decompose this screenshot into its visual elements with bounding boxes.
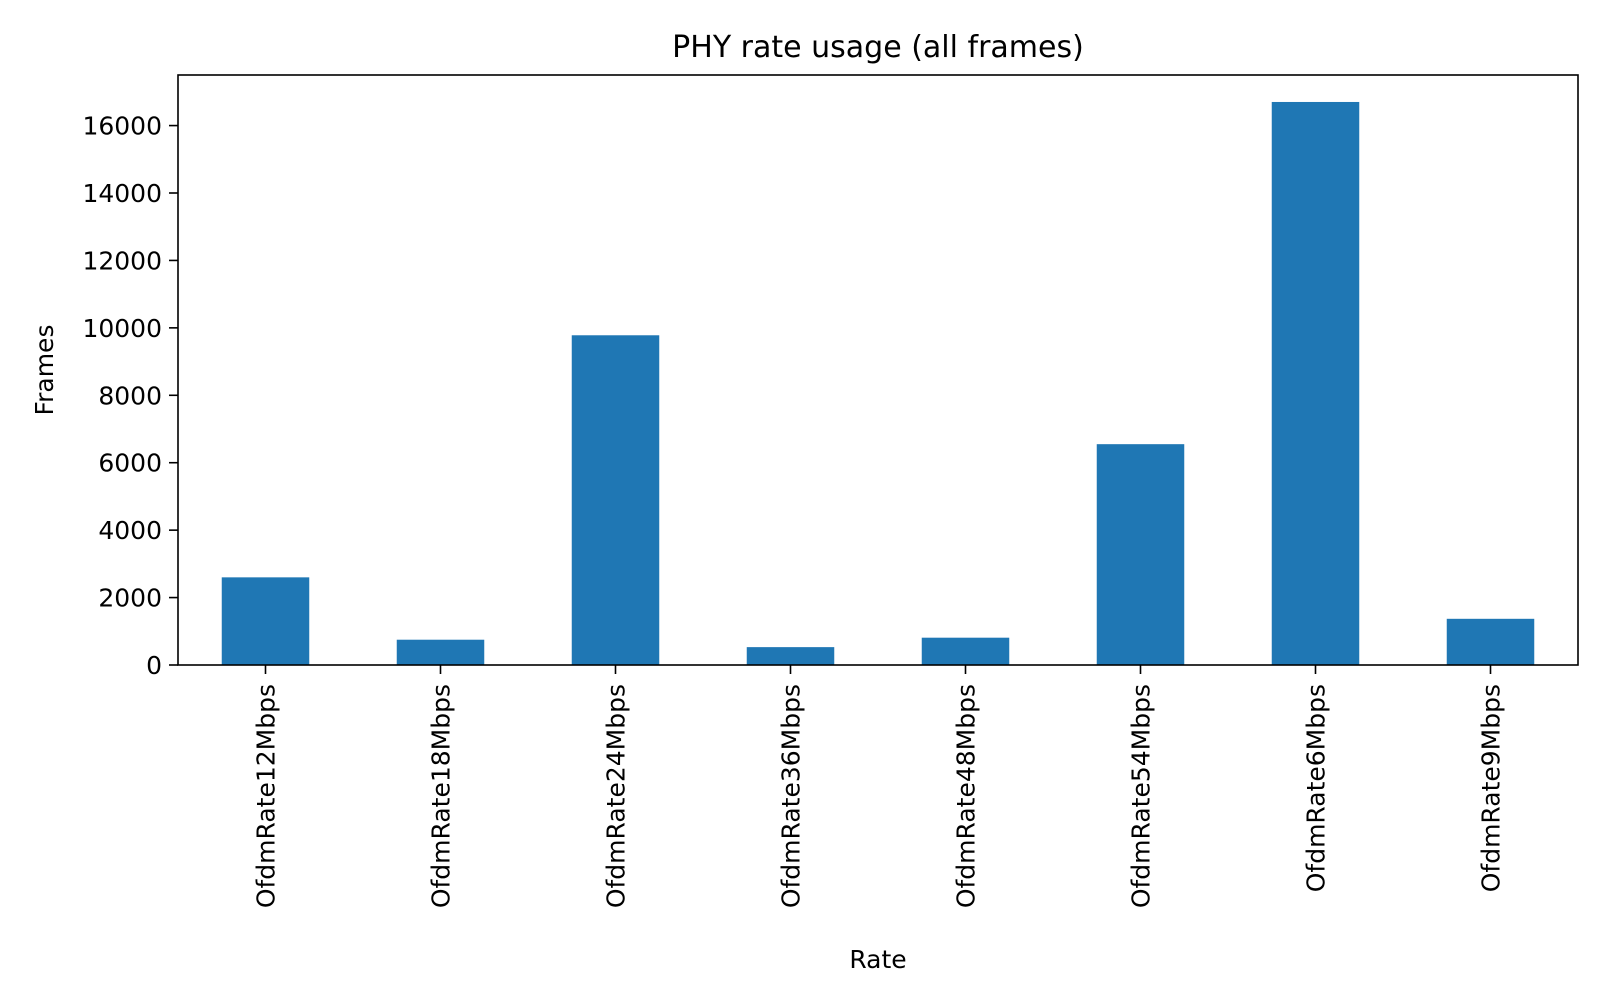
plot-frame [177,74,1579,666]
x-tick-label: OfdmRate12Mbps [252,684,281,908]
x-tick-label: OfdmRate18Mbps [427,684,456,908]
bar-OfdmRate36Mbps [746,647,835,665]
chart-title: PHY rate usage (all frames) [672,30,1084,65]
bar-OfdmRate9Mbps [1446,618,1535,665]
x-tick-label: OfdmRate48Mbps [952,684,981,908]
x-tick-label: OfdmRate9Mbps [1477,684,1506,892]
y-tick-label: 0 [146,651,162,680]
bar-OfdmRate12Mbps [221,577,310,665]
y-tick-label: 10000 [82,314,162,343]
bar-OfdmRate48Mbps [921,637,1010,665]
y-tick-label: 8000 [98,381,162,410]
bar-OfdmRate18Mbps [396,639,485,665]
axes-layer: OfdmRate12Mbps OfdmRate18Mbps OfdmRate24Mb… [82,112,1505,909]
y-tick-label: 16000 [82,112,162,141]
bar-OfdmRate6Mbps [1271,101,1360,665]
x-tick-label: OfdmRate54Mbps [1127,684,1156,908]
y-tick-label: 14000 [82,179,162,208]
x-tick-label: OfdmRate24Mbps [602,684,631,908]
bars-layer [221,101,1535,665]
y-axis-label: Frames [30,325,59,416]
y-tick-label: 2000 [98,584,162,613]
y-tick-label: 4000 [98,516,162,545]
bar-OfdmRate24Mbps [571,335,660,665]
x-tick-label: OfdmRate36Mbps [777,684,806,908]
y-tick-label: 12000 [82,246,162,275]
bar-OfdmRate54Mbps [1096,444,1185,665]
x-axis-label: Rate [849,945,906,974]
y-tick-label: 6000 [98,449,162,478]
x-tick-label: OfdmRate6Mbps [1302,684,1331,892]
